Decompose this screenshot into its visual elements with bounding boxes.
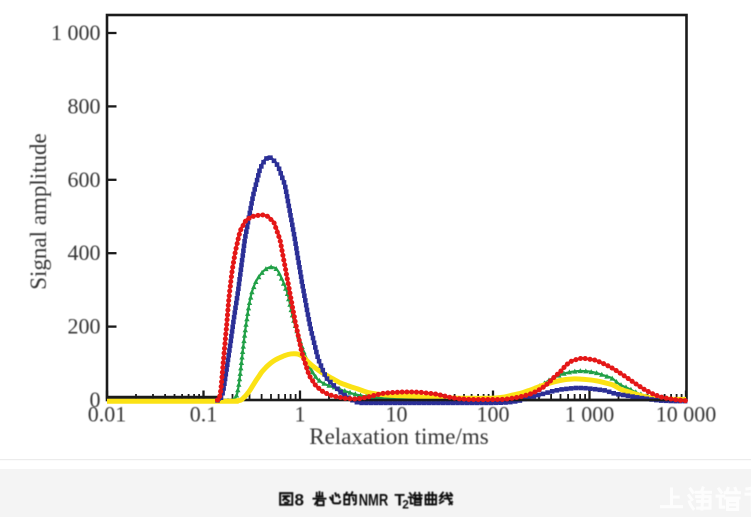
svg-text:10 000: 10 000 (656, 402, 717, 427)
svg-text:2: 2 (402, 498, 409, 512)
svg-text:0.01: 0.01 (88, 402, 127, 427)
svg-text:1 000: 1 000 (565, 402, 615, 427)
svg-text:1 000: 1 000 (51, 20, 101, 45)
svg-text:1: 1 (295, 402, 306, 427)
svg-text:0: 0 (90, 387, 101, 412)
svg-text:400: 400 (68, 240, 101, 265)
svg-text:10: 10 (386, 402, 408, 427)
svg-text:600: 600 (68, 167, 101, 192)
svg-text:Signal amplitude: Signal amplitude (26, 133, 51, 290)
svg-text:T: T (394, 491, 405, 510)
svg-text:8: 8 (295, 491, 304, 510)
svg-text:800: 800 (68, 93, 101, 118)
svg-text:200: 200 (68, 314, 101, 339)
svg-text:100: 100 (477, 402, 510, 427)
svg-text:0.1: 0.1 (190, 402, 218, 427)
svg-text:Relaxation time/ms: Relaxation time/ms (309, 424, 489, 449)
svg-text:NMR: NMR (359, 491, 389, 510)
